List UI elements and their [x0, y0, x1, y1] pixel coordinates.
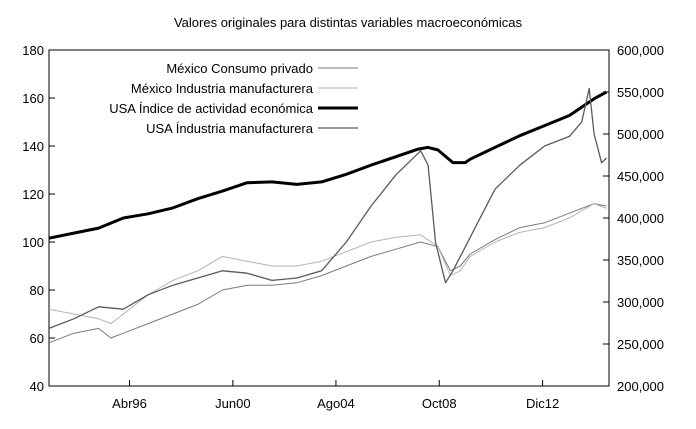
y-left-tick-label: 40	[30, 379, 44, 394]
y-left-tick-label: 160	[22, 91, 44, 106]
y-right-tick-label: 500,000	[617, 127, 664, 142]
y-right-tick-label: 200,000	[617, 379, 664, 394]
y-right-tick-label: 600,000	[617, 43, 664, 58]
y-right-tick-label: 350,000	[617, 253, 664, 268]
y-left-tick-label: 60	[30, 331, 44, 346]
series-line-3	[48, 90, 608, 240]
legend-label-4: USA Índustria manufacturera	[146, 121, 314, 136]
y-right-tick-label: 450,000	[617, 169, 664, 184]
y-left-tick-label: 180	[22, 43, 44, 58]
y-right-tick-label: 300,000	[617, 295, 664, 310]
y-left-tick-label: 80	[30, 283, 44, 298]
y-right-tick-label: 550,000	[617, 85, 664, 100]
y-left-tick-label: 120	[22, 187, 44, 202]
legend-label-3: USA Índice de actividad económica	[109, 101, 314, 116]
y-right-tick-label: 250,000	[617, 337, 664, 352]
series-line-1	[48, 203, 607, 344]
x-tick-label: Jun00	[215, 396, 250, 411]
y-left-tick-label: 100	[22, 235, 44, 250]
y-right-tick-label: 400,000	[617, 211, 664, 226]
y-left-tick-label: 140	[22, 139, 44, 154]
series-line-2	[48, 203, 607, 325]
x-tick-label: Ago04	[317, 396, 355, 411]
legend-label-1: México Consumo privado	[166, 61, 313, 76]
x-tick-label: Dic12	[526, 396, 559, 411]
chart-title: Valores originales para distintas variab…	[174, 15, 523, 30]
legend-label-2: México Industria manufacturera	[131, 81, 314, 96]
series-line-4	[48, 87, 607, 330]
x-tick-label: Abr96	[112, 396, 147, 411]
x-tick-label: Oct08	[422, 396, 457, 411]
